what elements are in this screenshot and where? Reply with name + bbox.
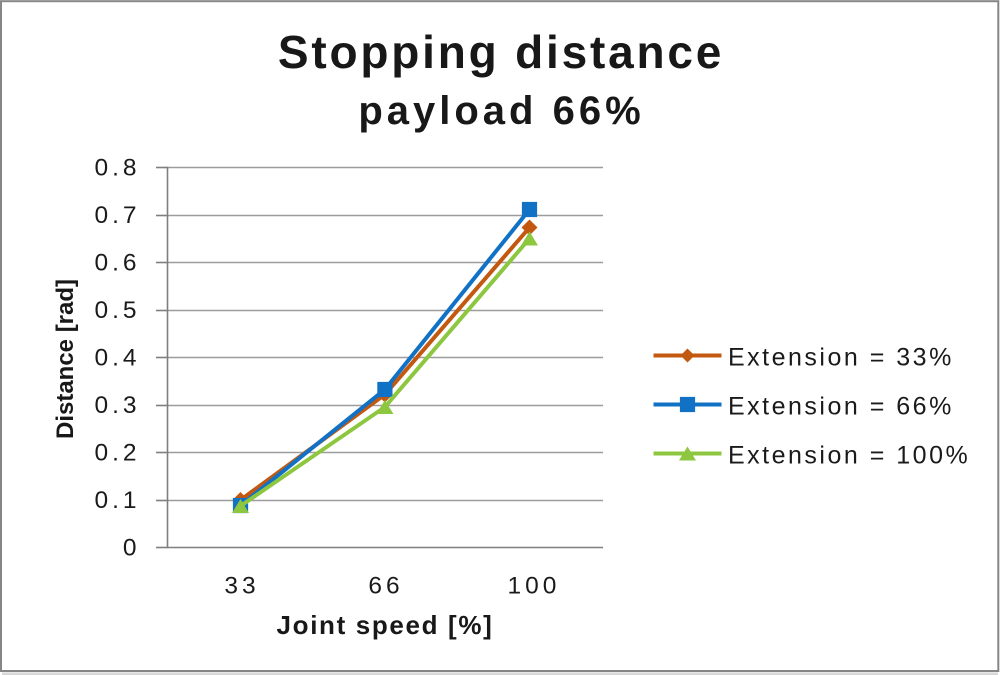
svg-text:0.8: 0.8: [94, 155, 140, 182]
svg-text:Extension = 33%: Extension = 33%: [728, 344, 954, 372]
svg-text:Distance [rad]: Distance [rad]: [52, 279, 79, 439]
svg-text:0.3: 0.3: [94, 392, 140, 419]
svg-text:33: 33: [224, 573, 259, 600]
svg-text:0: 0: [123, 535, 141, 562]
svg-text:0.5: 0.5: [94, 297, 140, 324]
svg-text:66: 66: [368, 573, 403, 600]
svg-text:0.6: 0.6: [94, 250, 140, 277]
svg-text:0.7: 0.7: [94, 202, 140, 229]
svg-text:Stopping distance: Stopping distance: [278, 26, 724, 78]
svg-text:0.2: 0.2: [94, 440, 140, 467]
svg-text:0.1: 0.1: [94, 487, 140, 514]
svg-text:0.4: 0.4: [94, 345, 140, 372]
svg-text:100: 100: [508, 573, 561, 600]
svg-text:Joint speed [%]: Joint speed [%]: [277, 610, 494, 640]
svg-text:payload 66%: payload 66%: [358, 89, 644, 133]
svg-text:Extension = 100%: Extension = 100%: [728, 442, 970, 470]
svg-text:Extension = 66%: Extension = 66%: [728, 393, 954, 421]
